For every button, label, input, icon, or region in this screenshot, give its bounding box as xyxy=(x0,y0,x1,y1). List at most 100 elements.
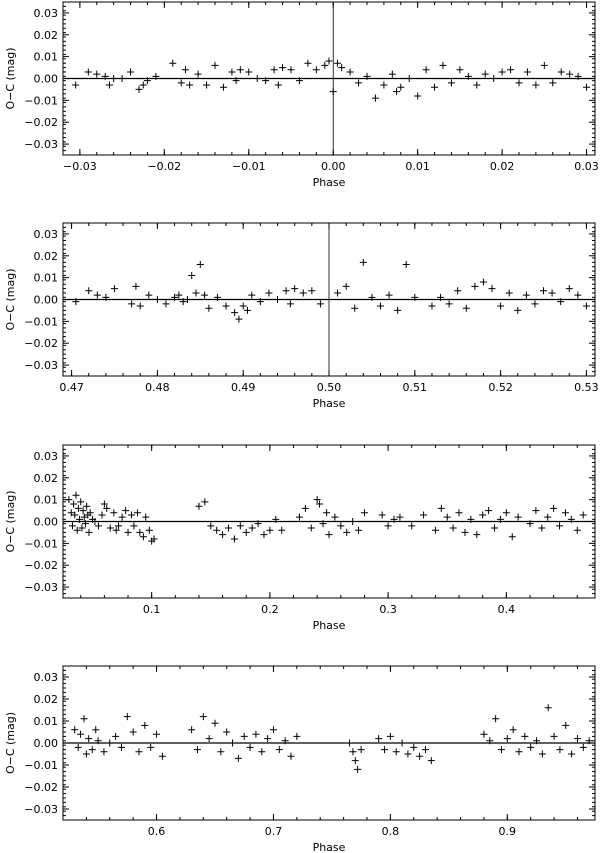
data-point xyxy=(556,522,564,530)
data-point xyxy=(246,743,254,751)
x-tick-label: 0.3 xyxy=(379,603,397,616)
y-tick-label: 0.00 xyxy=(34,737,59,750)
data-point xyxy=(380,81,388,89)
data-point xyxy=(201,291,209,299)
data-point xyxy=(392,748,400,756)
data-point xyxy=(523,68,531,76)
data-point xyxy=(508,533,516,541)
x-tick-label: 0.03 xyxy=(574,160,599,173)
data-point xyxy=(449,524,457,532)
data-point xyxy=(515,748,523,756)
y-tick-label: −0.03 xyxy=(24,359,58,372)
data-point xyxy=(342,282,350,290)
data-point xyxy=(80,715,88,723)
data-point xyxy=(181,66,189,74)
data-point xyxy=(230,535,238,543)
data-point xyxy=(93,70,101,78)
data-point xyxy=(357,746,365,754)
data-point xyxy=(396,513,404,521)
data-point xyxy=(527,743,535,751)
data-point xyxy=(118,513,126,521)
y-tick-label: 0.01 xyxy=(34,494,59,507)
data-point xyxy=(82,750,90,758)
data-point xyxy=(270,66,278,74)
y-tick-label: −0.03 xyxy=(24,803,58,816)
y-axis-title: O−C (mag) xyxy=(4,47,17,109)
data-point xyxy=(112,526,120,534)
data-point xyxy=(135,748,143,756)
y-tick-label: 0.00 xyxy=(34,294,59,307)
x-axis-title: Phase xyxy=(313,176,346,189)
x-axis-title: Phase xyxy=(313,397,346,410)
data-point xyxy=(557,68,565,76)
data-point xyxy=(398,739,406,747)
data-point xyxy=(480,730,488,738)
data-point xyxy=(110,75,118,82)
data-point xyxy=(145,526,153,534)
data-point xyxy=(491,524,499,532)
data-point xyxy=(136,528,144,536)
data-point xyxy=(130,522,138,530)
data-point xyxy=(141,721,149,729)
data-point xyxy=(325,531,333,539)
data-point xyxy=(205,735,213,743)
data-point xyxy=(80,513,88,521)
data-point xyxy=(349,518,357,525)
data-point xyxy=(307,524,315,532)
data-point xyxy=(565,285,573,293)
data-point xyxy=(544,513,552,521)
data-point xyxy=(304,59,312,67)
data-point xyxy=(461,528,469,536)
data-point xyxy=(219,531,227,539)
data-point xyxy=(313,496,321,504)
data-point xyxy=(279,64,287,72)
data-point xyxy=(456,66,464,74)
data-point xyxy=(253,75,261,82)
data-point xyxy=(557,298,565,306)
data-point xyxy=(574,72,582,80)
data-point xyxy=(427,757,435,765)
data-point xyxy=(118,75,126,82)
data-point xyxy=(260,531,268,539)
data-point xyxy=(544,704,552,712)
data-point xyxy=(194,70,202,78)
data-point xyxy=(143,77,151,85)
data-point xyxy=(568,750,576,758)
data-point xyxy=(538,524,546,532)
data-point xyxy=(388,70,396,78)
data-point xyxy=(211,719,219,727)
data-point xyxy=(323,509,331,517)
data-point xyxy=(422,66,430,74)
data-point xyxy=(248,524,256,532)
data-point xyxy=(319,520,327,528)
data-point xyxy=(550,504,558,512)
data-point xyxy=(177,79,185,87)
data-point xyxy=(561,509,569,517)
data-point xyxy=(498,68,506,76)
data-point xyxy=(266,526,274,534)
data-point xyxy=(291,285,299,293)
data-point xyxy=(102,293,110,301)
y-tick-label: −0.01 xyxy=(24,94,58,107)
data-point xyxy=(147,743,155,751)
data-point xyxy=(497,302,505,310)
x-tick-label: 0.53 xyxy=(574,381,599,394)
x-axis-title: Phase xyxy=(313,841,346,853)
data-point xyxy=(94,522,102,530)
data-point xyxy=(538,750,546,758)
data-point xyxy=(582,302,590,310)
data-point xyxy=(316,500,324,508)
data-point xyxy=(485,507,493,515)
data-point xyxy=(101,72,109,80)
data-point xyxy=(346,68,354,76)
data-point xyxy=(439,61,447,69)
data-point xyxy=(231,309,239,317)
data-point xyxy=(381,746,389,754)
data-point xyxy=(308,287,316,295)
data-point xyxy=(94,737,102,745)
data-point xyxy=(550,732,558,740)
y-tick-label: 0.03 xyxy=(34,450,59,463)
data-point xyxy=(316,300,324,308)
data-point xyxy=(386,732,394,740)
data-point xyxy=(274,81,282,89)
